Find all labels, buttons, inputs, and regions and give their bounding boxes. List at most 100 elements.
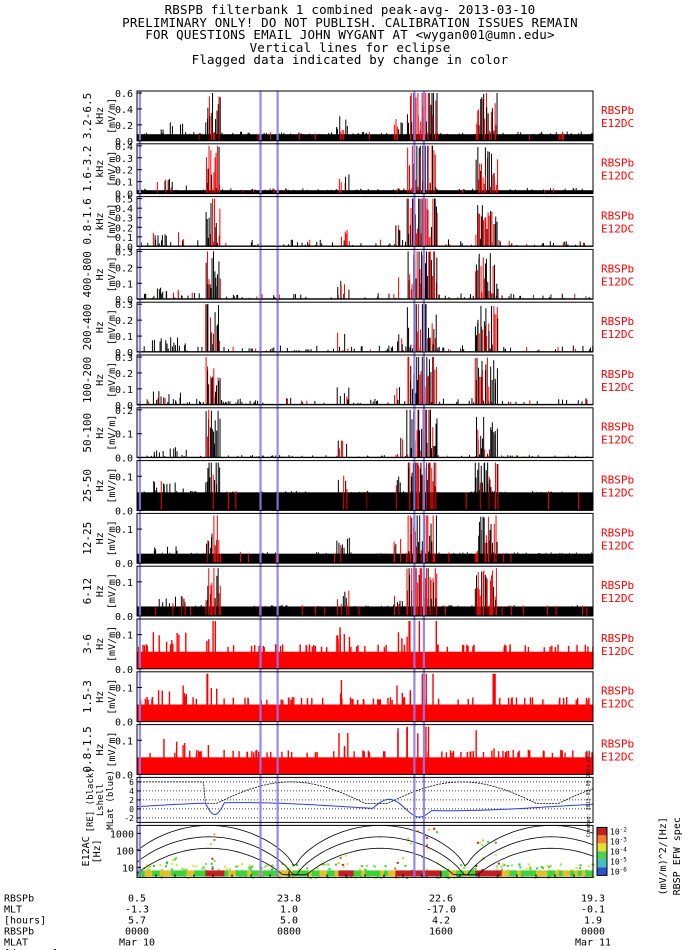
spec-pixel	[404, 864, 407, 867]
y-label-unit-field: [mV/m]	[107, 467, 118, 503]
y-tick-label: 0.1	[115, 332, 133, 343]
spec-pixel	[589, 875, 592, 878]
y-tick-label: 0.1	[115, 430, 133, 441]
spec-pixel	[447, 877, 450, 880]
colorbar-step	[597, 843, 607, 852]
spec-floor	[197, 870, 203, 877]
panel-1	[136, 145, 593, 194]
y-tick-label: 0.0	[115, 190, 133, 201]
panel-frame	[136, 618, 594, 670]
probe-label: RBSPb	[601, 685, 634, 698]
spec-floor	[266, 870, 271, 877]
spec-pixel	[341, 863, 344, 866]
y-label-unit-freq: Hz	[95, 743, 106, 755]
panel-frame	[136, 460, 594, 511]
x-row-label: RBSPb	[4, 893, 34, 904]
y-label-unit-field: [mV/m]	[107, 98, 118, 134]
spec-pixel	[535, 867, 538, 870]
y-label-unit-field: [mV/m]	[107, 203, 118, 239]
spec-floor	[304, 870, 309, 877]
y-axis-label: 1.5-3 Hz [mV/m]	[81, 679, 118, 715]
y-axis-label: 6-12 Hz [mV/m]	[81, 573, 118, 609]
spec-floor	[399, 870, 404, 877]
spec-floor	[425, 870, 431, 877]
spec-floor	[186, 870, 191, 877]
panel-frame	[136, 565, 594, 617]
spec-pixel	[359, 875, 362, 878]
spec-floor	[277, 870, 282, 877]
channel-label: E12DC	[601, 328, 634, 341]
y-tick-label: 0.0	[115, 295, 133, 306]
spec-floor	[551, 870, 556, 877]
spec-pixel	[409, 842, 412, 845]
x-tick-mlt2: 4.2	[432, 915, 450, 926]
spec-pixel	[277, 875, 280, 878]
channel-label: E12DC	[601, 117, 634, 130]
x-tick-time: 0000	[125, 926, 149, 937]
spec-pixel	[248, 866, 251, 869]
spec-pixel	[175, 856, 178, 859]
preliminary-warning: PRELIMINARY ONLY! DO NOT PUBLISH. CALIBR…	[122, 14, 578, 30]
spec-pixel	[426, 847, 429, 850]
spec-floor	[247, 870, 252, 877]
x-row-label: [degrees]	[4, 948, 58, 950]
spec-label-1: E12AC	[81, 836, 92, 866]
spec-floor	[190, 870, 195, 877]
panel-frame	[136, 248, 594, 300]
orbit-tick-label: 4	[129, 787, 134, 796]
panel-3	[137, 251, 593, 300]
spec-pixel	[327, 863, 330, 866]
spec-pixel	[487, 840, 490, 843]
spec-pixel	[339, 856, 342, 859]
spec-panel	[136, 825, 595, 880]
spec-floor	[555, 870, 560, 877]
spec-floor	[152, 870, 157, 877]
spec-pixel	[546, 864, 549, 867]
spec-floor	[319, 870, 324, 877]
spec-pixel	[328, 867, 331, 870]
spec-pixel	[463, 866, 466, 869]
orbit-tick-label: 0	[129, 805, 134, 814]
channel-label: E12DC	[601, 539, 634, 552]
probe-label: RBSPb	[601, 738, 634, 751]
orbit-label-1: [RE] (black)	[86, 767, 96, 832]
flagged-fill	[137, 757, 593, 775]
y-label-unit-freq: Hz	[95, 374, 106, 386]
spec-floor	[254, 870, 260, 877]
x-row-label: [hours]	[4, 915, 46, 926]
spec-pixel	[481, 844, 484, 847]
spec-pixel	[211, 867, 214, 870]
spec-floor	[232, 870, 237, 877]
spec-pixel	[495, 868, 498, 871]
panel-10	[137, 621, 594, 669]
spec-floor	[148, 870, 153, 877]
spec-pixel	[209, 843, 212, 846]
spec-pixel	[171, 859, 174, 862]
spec-floor	[273, 870, 279, 877]
spec-floor	[395, 870, 400, 877]
y-tick-label: 0.2	[115, 166, 133, 177]
spec-pixel	[559, 863, 562, 866]
spec-pixel	[291, 864, 294, 867]
eclipse-note: Vertical lines for eclipse	[249, 39, 451, 55]
y-label-unit-field: [mV/m]	[107, 256, 118, 292]
spec-pixel	[249, 868, 252, 871]
y-tick-label: 0.0	[115, 665, 133, 676]
channel-label: E12DC	[601, 170, 634, 183]
spec-pixel	[380, 877, 383, 880]
spec-floor	[460, 870, 465, 877]
lshell-curve	[137, 781, 594, 804]
spec-pixel	[433, 827, 436, 830]
spec-floor	[285, 870, 290, 877]
panel-frame	[136, 354, 594, 406]
spec-pixel	[464, 864, 467, 867]
baseline-fill	[137, 606, 593, 616]
spec-pixel	[175, 864, 178, 867]
probe-label: RBSPb	[601, 104, 634, 117]
spec-floor	[501, 870, 507, 877]
spec-floor	[144, 870, 149, 877]
spec-pixel	[152, 864, 155, 867]
y-tick-label: 0.0	[115, 401, 133, 412]
spec-tick-label: 1000	[110, 829, 134, 840]
x-tick-date: Mar 10	[119, 937, 155, 948]
